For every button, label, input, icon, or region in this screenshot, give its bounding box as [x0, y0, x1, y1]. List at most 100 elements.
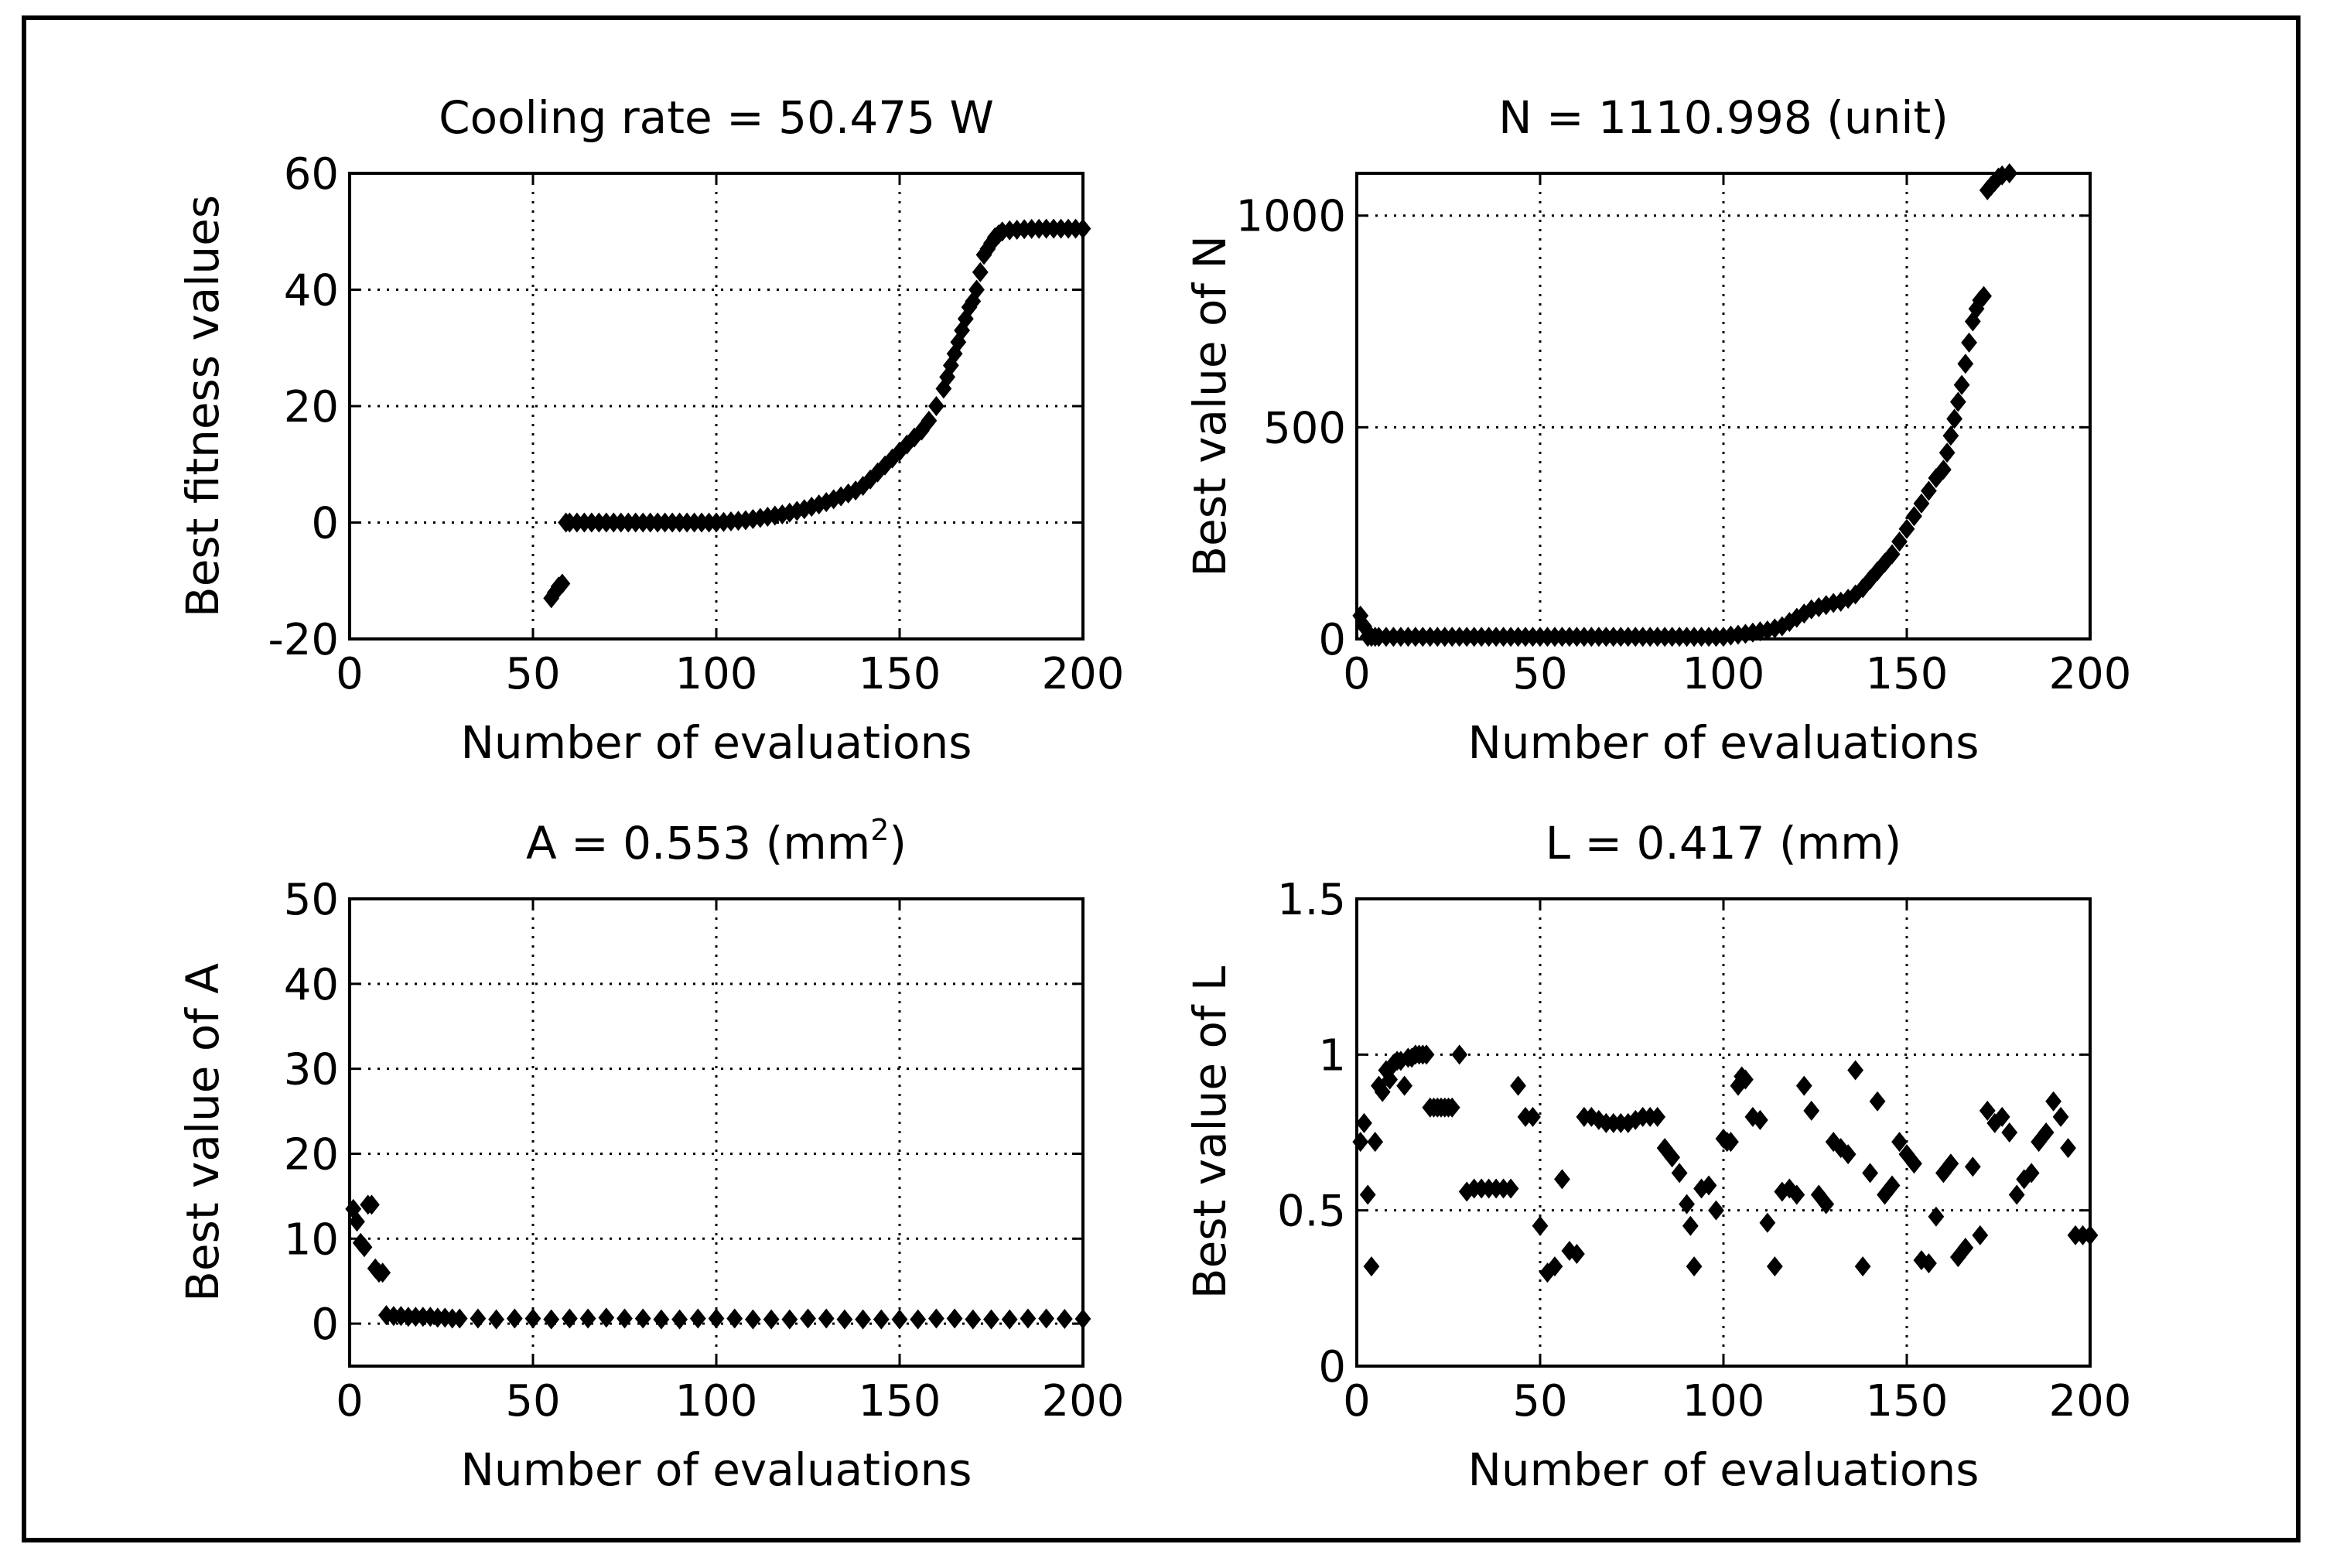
y-tick-label: 0: [1318, 615, 1346, 665]
data-point: [968, 279, 985, 300]
data-point: [921, 410, 938, 431]
data-point: [598, 1307, 615, 1328]
data-point: [1382, 1069, 1399, 1090]
data-point: [1847, 1060, 1864, 1081]
data-point: [1001, 1309, 1018, 1330]
data-point: [689, 1308, 706, 1329]
data-point: [832, 486, 849, 507]
data-point: [1788, 1184, 1805, 1205]
x-tick-label: 50: [1512, 649, 1567, 699]
data-point: [862, 469, 879, 490]
y-tick-label: 20: [284, 382, 339, 432]
data-point: [873, 1309, 890, 1330]
data-point: [1906, 506, 1922, 527]
data-point: [1972, 1225, 1989, 1245]
data-point: [1869, 1091, 1886, 1112]
data-point: [1825, 1132, 1842, 1153]
data-point: [840, 483, 857, 504]
data-point: [950, 332, 967, 353]
data-point: [1884, 544, 1901, 565]
data-point: [349, 1211, 365, 1232]
data-point: [1928, 468, 1945, 489]
data-point: [1056, 1309, 1073, 1330]
data-point: [1532, 1215, 1549, 1236]
data-point: [1752, 1109, 1768, 1130]
data-point: [1921, 1253, 1937, 1274]
data-point: [634, 1308, 651, 1329]
data-point: [1671, 1163, 1688, 1184]
data-point: [1502, 1178, 1519, 1199]
data-point: [800, 1308, 816, 1329]
data-point: [726, 1308, 743, 1329]
data-point: [2045, 1091, 2061, 1112]
data-point: [562, 1308, 578, 1329]
data-point: [954, 320, 970, 341]
data-point: [364, 1194, 380, 1215]
data-point: [1744, 1106, 1761, 1127]
data-point: [1839, 1144, 1856, 1165]
x-axis-label: Number of evaluations: [1467, 716, 1979, 769]
data-point: [957, 309, 974, 330]
data-point: [1921, 480, 1937, 501]
y-axis-label: Best value of N: [1184, 235, 1236, 576]
x-tick-label: 100: [1682, 1376, 1765, 1426]
data-point: [1510, 1075, 1526, 1096]
data-point: [946, 343, 963, 364]
data-point: [1976, 285, 1992, 306]
data-point: [1825, 593, 1842, 613]
y-tick-label: 0: [311, 1300, 339, 1350]
data-point: [1392, 1050, 1409, 1071]
data-point: [1795, 1075, 1812, 1096]
x-tick-label: 150: [859, 649, 941, 699]
data-point: [891, 1309, 908, 1330]
x-axis-label: Number of evaluations: [460, 716, 972, 769]
data-point: [1928, 1206, 1945, 1227]
data-point: [524, 1308, 541, 1329]
data-point: [1443, 1097, 1460, 1118]
data-point: [653, 1309, 670, 1330]
y-tick-label: 1.5: [1277, 875, 1346, 925]
data-point: [745, 1309, 761, 1330]
data-point: [1946, 408, 1963, 429]
data-point: [1891, 531, 1908, 552]
x-tick-label: 150: [859, 1376, 941, 1426]
y-tick-label: 0: [1318, 1342, 1346, 1392]
chart-title: N = 1110.998 (unit): [1498, 91, 1949, 144]
y-tick-label: 500: [1263, 403, 1346, 453]
data-point: [928, 396, 944, 416]
data-point: [708, 1308, 725, 1329]
data-point: [1906, 1153, 1922, 1174]
data-point: [1374, 1081, 1391, 1102]
y-tick-label: 60: [284, 149, 339, 200]
x-tick-label: 200: [1042, 1376, 1125, 1426]
data-point: [1656, 1138, 1673, 1159]
data-point: [2001, 1122, 2018, 1143]
data-point: [617, 1308, 633, 1329]
data-point: [1833, 1138, 1850, 1159]
data-point: [579, 1308, 596, 1329]
data-point: [1818, 595, 1835, 616]
y-tick-label: 1000: [1235, 192, 1346, 242]
data-point: [965, 1309, 982, 1330]
chart-title: Cooling rate = 50.475 W: [439, 91, 994, 144]
data-point: [1833, 591, 1850, 612]
x-tick-label: 100: [675, 649, 758, 699]
chart-title: A = 0.553 (mm2): [526, 813, 907, 869]
data-point: [1737, 623, 1754, 644]
x-tick-label: 50: [1512, 1376, 1567, 1426]
x-axis-label: Number of evaluations: [460, 1443, 972, 1496]
data-point: [1679, 1194, 1695, 1214]
y-tick-label: 0.5: [1277, 1187, 1346, 1237]
data-point: [1686, 1256, 1703, 1277]
data-point: [356, 1237, 373, 1258]
data-point: [506, 1308, 523, 1329]
y-tick-label: 50: [284, 875, 339, 925]
data-point: [1664, 1147, 1681, 1168]
data-point: [910, 1309, 927, 1330]
data-point: [1744, 622, 1761, 643]
data-point: [1020, 1308, 1037, 1329]
data-point: [1723, 1132, 1739, 1153]
data-point: [1554, 1169, 1570, 1190]
